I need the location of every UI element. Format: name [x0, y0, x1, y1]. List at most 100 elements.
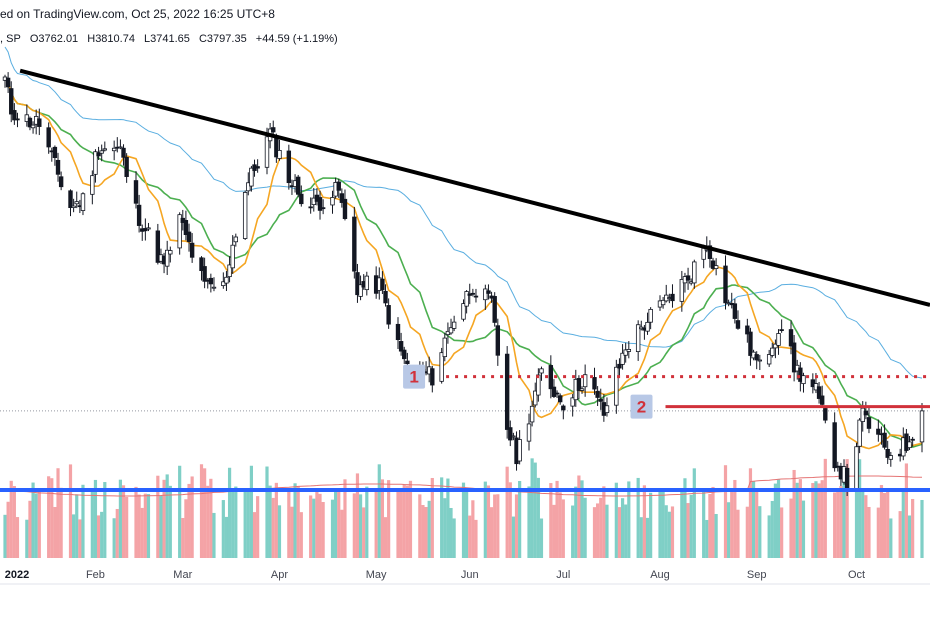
volume-bar	[758, 506, 762, 558]
fast-moving-average-line	[4, 76, 923, 450]
volume-bar	[471, 500, 475, 558]
candle	[451, 315, 457, 332]
volume-bar	[268, 485, 272, 558]
candle	[317, 190, 323, 220]
volume-bar	[627, 481, 631, 558]
volume-bar	[53, 506, 57, 558]
volume-bar	[296, 486, 300, 558]
volume-bar	[792, 469, 796, 558]
candle	[551, 379, 557, 398]
volume-bar	[842, 479, 846, 558]
candle	[286, 144, 292, 190]
volume-bar	[140, 507, 144, 558]
candle	[352, 206, 357, 279]
volume-bar	[424, 506, 428, 558]
candle	[102, 141, 108, 152]
candle	[183, 210, 189, 241]
change-value: +44.59 (+1.19%)	[255, 33, 338, 45]
candle	[470, 288, 476, 297]
volume-bar	[168, 485, 172, 558]
candle	[486, 284, 491, 300]
candle	[910, 436, 915, 447]
candle	[732, 298, 738, 324]
low-value: L3741.65	[144, 33, 190, 45]
candle	[442, 332, 447, 362]
volume-bar	[730, 490, 734, 558]
volume-bar	[876, 507, 880, 558]
volume-bar	[664, 505, 668, 558]
volume-bar	[561, 499, 565, 558]
volume-bar	[483, 481, 487, 558]
candle	[5, 72, 11, 93]
volume-bar	[820, 480, 824, 558]
candle	[770, 342, 775, 358]
volume-bar	[708, 494, 712, 558]
candle	[679, 270, 685, 312]
zone-1-number: 1	[409, 368, 418, 387]
volume-bar	[811, 483, 815, 558]
volume-bar	[312, 498, 316, 558]
candle	[754, 351, 759, 370]
volume-bar	[596, 503, 600, 558]
volume-bar	[290, 506, 294, 558]
time-axis-label: Apr	[271, 569, 288, 581]
volume-bar	[430, 477, 434, 558]
volume-bar	[583, 497, 587, 558]
volume-bar	[795, 482, 799, 558]
candle	[37, 108, 42, 136]
candle	[857, 418, 862, 454]
volume-bar	[907, 515, 912, 558]
time-axis-label: Feb	[86, 569, 105, 581]
volume-bar	[234, 486, 238, 558]
candle	[561, 404, 566, 420]
candle	[888, 451, 894, 467]
candle	[548, 355, 554, 399]
volume-bar	[112, 518, 116, 558]
candle	[439, 347, 444, 384]
volume-bar	[365, 486, 369, 558]
volume-bar	[408, 480, 413, 558]
candle	[124, 153, 129, 183]
volume-bar	[380, 479, 385, 558]
high-value: H3810.74	[87, 33, 135, 45]
volume-bar	[711, 486, 715, 558]
volume-bar	[736, 509, 740, 558]
candle	[863, 401, 869, 420]
volume-bar	[702, 491, 706, 558]
candle	[271, 120, 276, 136]
volume-bar	[468, 515, 472, 558]
volume-bar	[299, 512, 303, 558]
candle	[30, 121, 36, 134]
candlesticks	[2, 72, 925, 496]
candle	[707, 240, 713, 268]
candle	[648, 307, 653, 330]
volume-bar	[465, 490, 469, 558]
candle	[118, 139, 123, 150]
candle	[504, 346, 510, 439]
volume-bar	[814, 481, 818, 558]
volume-bar	[858, 459, 862, 558]
candle	[320, 199, 326, 215]
candle	[819, 385, 825, 408]
volume-bar	[882, 492, 887, 558]
candle	[626, 341, 632, 359]
volume-bar	[377, 464, 381, 558]
candle	[492, 292, 497, 327]
volume-bar	[605, 504, 609, 558]
volume-bar	[221, 500, 225, 558]
volume-bar	[358, 494, 363, 558]
volume-bar	[362, 507, 366, 558]
candle	[570, 394, 575, 417]
volume-bar	[321, 502, 325, 558]
candle	[402, 346, 407, 364]
volume-bar	[911, 498, 915, 558]
candle	[670, 284, 675, 308]
candle	[801, 372, 806, 393]
published-caption: ed on TradingView.com, Oct 25, 2022 16:2…	[0, 7, 275, 21]
time-axis: 2022 Feb Mar Apr May Jun Jul Aug Sep Oct	[5, 569, 865, 581]
volume-bar	[274, 482, 278, 558]
volume-bar	[12, 486, 16, 558]
candle	[598, 388, 603, 410]
volume-bar	[536, 477, 540, 558]
